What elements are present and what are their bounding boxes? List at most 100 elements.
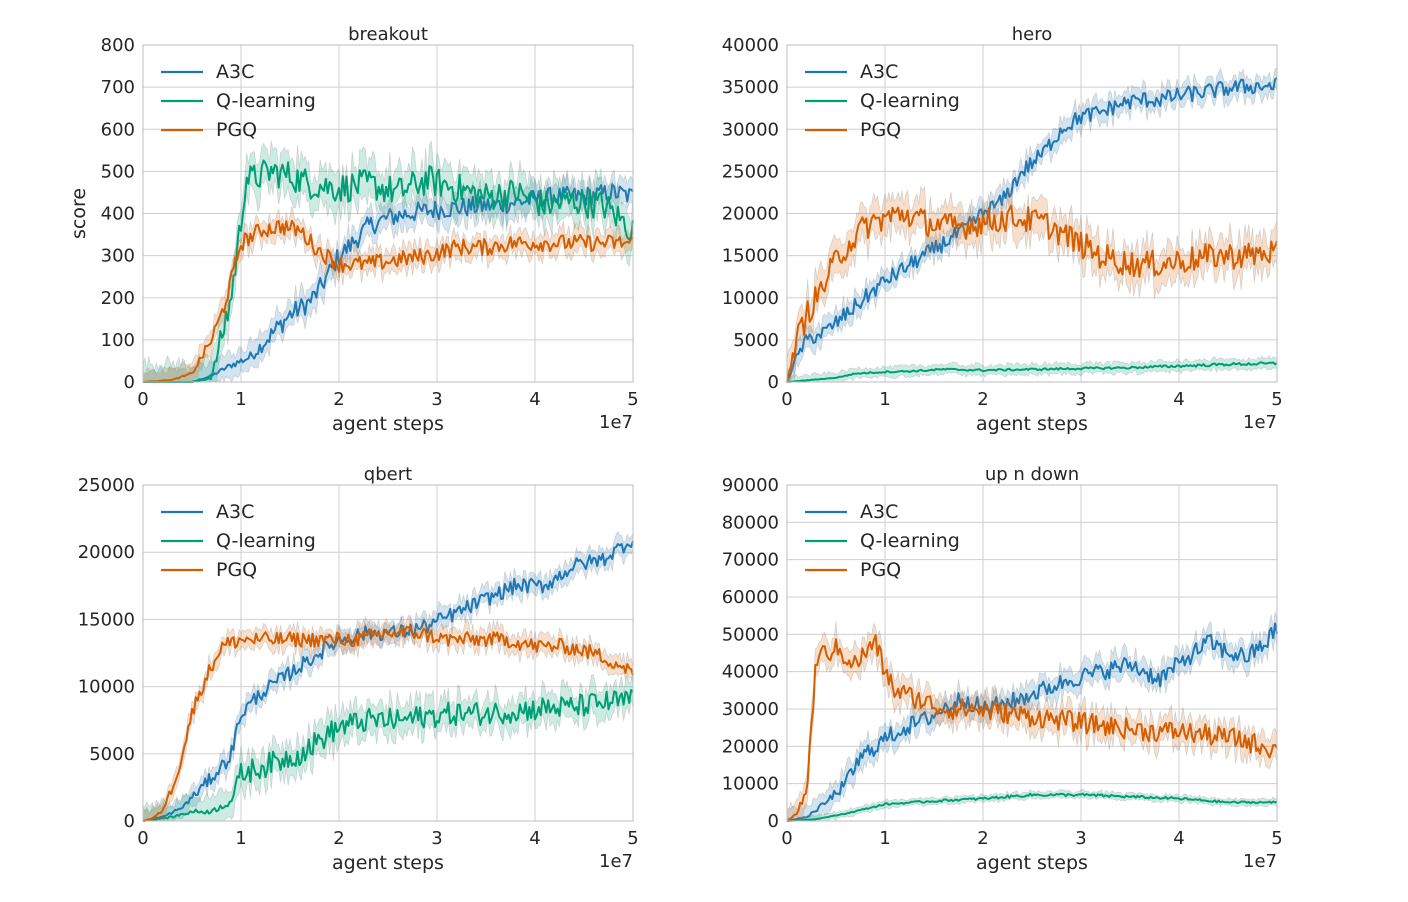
legend-label-q-learning: Q-learning: [216, 90, 316, 112]
y-tick-label: 50000: [722, 624, 779, 645]
series-line-pgq: [142, 626, 634, 822]
x-tick-label: 5: [1271, 389, 1282, 410]
series-line-pgq: [786, 204, 1278, 383]
y-tick-label: 400: [101, 204, 135, 225]
y-tick-label: 90000: [722, 475, 779, 496]
y-tick-label: 10000: [722, 774, 779, 795]
series-line-q-learning: [786, 361, 1278, 383]
x-tick-label: 4: [529, 828, 540, 849]
chart-title: breakout: [348, 24, 428, 45]
y-tick-label: 10000: [722, 288, 779, 309]
legend-label-pgq: PGQ: [860, 119, 901, 141]
x-tick-label: 5: [627, 389, 638, 410]
y-tick-label: 300: [101, 246, 135, 267]
x-tick-label: 3: [1075, 828, 1086, 849]
x-tick-label: 0: [137, 828, 148, 849]
legend-label-pgq: PGQ: [216, 119, 257, 141]
series-line-q-learning: [142, 689, 634, 822]
y-tick-label: 20000: [722, 204, 779, 225]
chart-panel-2: 0 5000 10000 15000 20000 25000 0 1 2 3 4 5 qbert agen…: [78, 464, 639, 874]
x-axis-multiplier: 1e7: [599, 412, 633, 433]
y-tick-label: 600: [101, 119, 135, 140]
plot-frame: [142, 44, 634, 383]
series-band-q-learning: [142, 673, 634, 822]
y-tick-label: 30000: [722, 119, 779, 140]
y-tick-label: 0: [768, 372, 779, 393]
y-tick-label: 30000: [722, 699, 779, 720]
x-tick-label: 1: [879, 828, 890, 849]
x-tick-label: 2: [977, 828, 988, 849]
y-tick-label: 20000: [78, 542, 135, 563]
legend-label-pgq: PGQ: [860, 559, 901, 581]
legend-label-q-learning: Q-learning: [860, 530, 960, 552]
x-tick-label: 0: [781, 389, 792, 410]
y-tick-label: 700: [101, 77, 135, 98]
y-tick-label: 0: [124, 811, 135, 832]
y-tick-label: 10000: [78, 677, 135, 698]
x-tick-label: 1: [879, 389, 890, 410]
y-tick-label: 0: [768, 811, 779, 832]
x-tick-label: 4: [1173, 389, 1184, 410]
x-axis-multiplier: 1e7: [1243, 851, 1277, 872]
chart-panel-0: 0 100 200 300 400 500 600 700 800 0 1 2 3 4 5 breakout a…: [68, 24, 639, 435]
y-tick-label: 800: [101, 35, 135, 56]
legend-label-a3c: A3C: [216, 501, 254, 523]
legend-label-pgq: PGQ: [216, 559, 257, 581]
x-tick-label: 0: [137, 389, 148, 410]
x-axis-label: agent steps: [332, 413, 444, 435]
y-tick-label: 5000: [733, 330, 779, 351]
x-tick-label: 3: [431, 389, 442, 410]
y-tick-label: 25000: [78, 475, 135, 496]
x-tick-label: 5: [1271, 828, 1282, 849]
x-axis-label: agent steps: [332, 852, 444, 874]
x-tick-label: 4: [529, 389, 540, 410]
chart-title: up n down: [985, 464, 1079, 485]
y-tick-label: 200: [101, 288, 135, 309]
chart-panel-3: 0 10000 20000 30000 40000 50000 60000 70000 8000…: [722, 464, 1283, 874]
x-axis-label: agent steps: [976, 413, 1088, 435]
x-axis-multiplier: 1e7: [599, 851, 633, 872]
x-tick-label: 5: [627, 828, 638, 849]
y-tick-label: 15000: [722, 246, 779, 267]
y-tick-label: 100: [101, 330, 135, 351]
x-axis-label: agent steps: [976, 852, 1088, 874]
x-axis-multiplier: 1e7: [1243, 412, 1277, 433]
x-tick-label: 3: [1075, 389, 1086, 410]
legend: A3C Q-learning PGQ: [805, 61, 960, 141]
legend: A3C Q-learning PGQ: [805, 501, 960, 581]
y-tick-label: 60000: [722, 587, 779, 608]
series-line-pgq: [786, 634, 1278, 822]
series-line-pgq: [142, 219, 634, 383]
y-tick-label: 40000: [722, 662, 779, 683]
x-tick-label: 1: [235, 828, 246, 849]
plot-frame: [142, 484, 634, 822]
x-tick-label: 2: [333, 389, 344, 410]
legend-label-a3c: A3C: [860, 501, 898, 523]
y-tick-label: 35000: [722, 77, 779, 98]
chart-panel-1: 0 5000 10000 15000 20000 25000 30000 35000 40000…: [722, 24, 1283, 435]
legend: A3C Q-learning PGQ: [161, 501, 316, 581]
legend-label-q-learning: Q-learning: [860, 90, 960, 112]
y-tick-label: 20000: [722, 736, 779, 757]
x-tick-label: 2: [333, 828, 344, 849]
y-tick-label: 80000: [722, 512, 779, 533]
x-tick-label: 0: [781, 828, 792, 849]
y-tick-label: 40000: [722, 35, 779, 56]
series-band-q-learning: [786, 788, 1278, 822]
series-line-a3c: [786, 622, 1278, 822]
y-tick-label: 15000: [78, 609, 135, 630]
y-tick-label: 25000: [722, 161, 779, 182]
y-axis-label: score: [68, 188, 90, 239]
series-line-a3c: [143, 183, 634, 383]
x-tick-label: 2: [977, 389, 988, 410]
series-line-a3c: [786, 77, 1278, 383]
y-tick-label: 5000: [89, 744, 135, 765]
y-tick-label: 500: [101, 161, 135, 182]
legend: A3C Q-learning PGQ: [161, 61, 316, 141]
x-tick-label: 4: [1173, 828, 1184, 849]
series-line-q-learning: [143, 159, 634, 383]
y-tick-label: 0: [124, 372, 135, 393]
x-tick-label: 3: [431, 828, 442, 849]
plot-frame: [786, 44, 1278, 383]
